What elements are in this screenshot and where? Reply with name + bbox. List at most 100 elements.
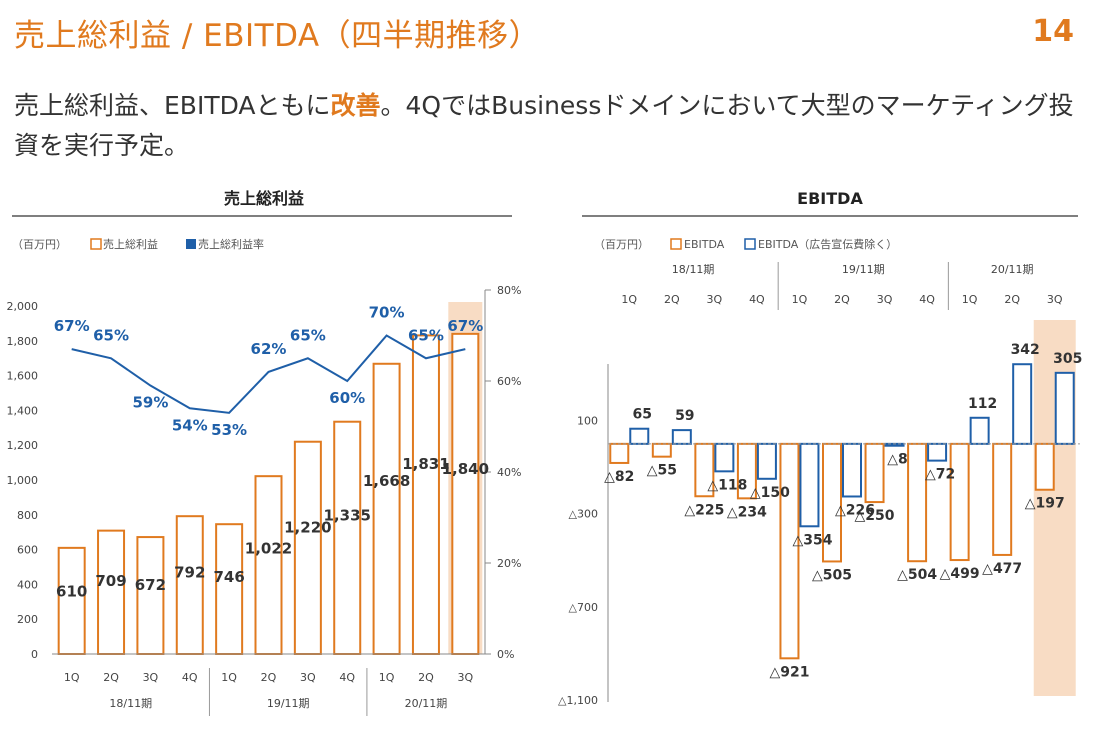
line-gross-margin: [71, 334, 466, 414]
line-data-label: 60%: [329, 389, 365, 407]
y-tick-label: 1,400: [7, 404, 39, 417]
bar-ebitda-adj: [842, 442, 862, 498]
bar-data-label: 1,840: [442, 460, 489, 478]
bar-gross-profit: [411, 334, 440, 655]
bar-data-label-ebitda: △499: [940, 566, 980, 582]
bar-ebitda-adj: [969, 416, 990, 445]
bar-data-label-ebitda: △477: [982, 561, 1022, 577]
lead-text-start: 売上総利益、EBITDAともに: [14, 91, 331, 120]
x-tick-label: 2Q: [1004, 293, 1020, 306]
bar-ebitda-adj: [756, 442, 777, 480]
page-title: 売上総利益 / EBITDA（四半期推移）: [14, 18, 541, 54]
y-tick-label: △1,100: [558, 694, 598, 707]
legend-marker-bar: [90, 238, 102, 250]
bar-data-label-ebitda: △197: [1025, 496, 1065, 512]
bar-data-label: 1,668: [363, 472, 410, 490]
x-tick-label: 2Q: [834, 293, 850, 306]
bar-gross-profit: [372, 362, 401, 655]
bar-gross-profit: [293, 440, 322, 655]
bar-data-label-ebitda-adj: △150: [750, 485, 790, 501]
line-data-label: 65%: [290, 326, 326, 344]
line-data-label: 62%: [251, 340, 287, 358]
x-tick-label: 3Q: [707, 293, 723, 306]
x-tick-label: 3Q: [877, 293, 893, 306]
line-data-label: 65%: [408, 326, 444, 344]
lead-text-end: 。4QではBusinessドメインにおいて大型のマーケティング投資を実行予定。: [14, 91, 1074, 160]
year-label: 19/11期: [267, 697, 310, 710]
y-tick-label: 1,200: [7, 439, 39, 452]
x-tick-label: 4Q: [182, 671, 198, 684]
bar-ebitda: [609, 442, 630, 464]
bar-data-label-ebitda-adj: △118: [707, 477, 747, 493]
x-tick-label: 2Q: [664, 293, 680, 306]
y-tick-label: 1,800: [7, 335, 39, 348]
bar-ebitda: [949, 442, 970, 562]
line-data-label: 70%: [369, 304, 405, 322]
bar-ebitda: [736, 442, 757, 500]
bar-data-label-ebitda-adj: △72: [925, 467, 955, 483]
bar-data-label: 746: [213, 568, 244, 586]
unit-label: （百万円）: [12, 238, 67, 251]
x-tick-label: 2Q: [418, 671, 434, 684]
y2-tick-label: 60%: [497, 375, 521, 388]
x-tick-label: 3Q: [1047, 293, 1063, 306]
bar-ebitda: [651, 442, 672, 458]
x-tick-label: 2Q: [261, 671, 277, 684]
line-data-label: 65%: [93, 326, 129, 344]
x-tick-label: 1Q: [221, 671, 237, 684]
legend-label: 売上総利益率: [198, 237, 264, 251]
line-data-label: 67%: [447, 317, 483, 335]
bar-gross-profit: [333, 420, 362, 655]
bar-gross-profit: [57, 546, 86, 655]
y2-tick-label: 40%: [497, 466, 521, 479]
x-tick-label: 1Q: [792, 293, 808, 306]
bar-ebitda: [1034, 442, 1055, 491]
legend-marker-ebitda: [670, 238, 682, 250]
bar-ebitda-adj: [799, 442, 820, 528]
bar-ebitda-adj: [714, 442, 735, 473]
legend-label: EBITDA: [684, 238, 725, 251]
y-tick-label: △300: [569, 508, 598, 521]
year-label: 20/11期: [405, 697, 448, 710]
x-tick-label: 4Q: [749, 293, 765, 306]
bar-data-label-ebitda-adj: 112: [968, 396, 997, 412]
bar-data-label-ebitda-adj: △226: [835, 502, 875, 518]
chart-title: 売上総利益: [224, 189, 304, 208]
bar-data-label: 1,220: [284, 519, 331, 537]
x-tick-label: 3Q: [457, 671, 473, 684]
bar-data-label-ebitda-adj: 342: [1011, 342, 1040, 358]
bar-data-label-ebitda-adj: △354: [792, 532, 832, 548]
bar-gross-profit: [97, 529, 126, 655]
x-tick-label: 4Q: [339, 671, 355, 684]
x-tick-label: 2Q: [103, 671, 119, 684]
y2-tick-label: 20%: [497, 557, 521, 570]
x-tick-label: 4Q: [919, 293, 935, 306]
bar-ebitda: [822, 442, 842, 563]
x-tick-label: 1Q: [962, 293, 978, 306]
bar-ebitda: [907, 442, 928, 563]
bar-ebitda: [992, 442, 1013, 556]
legend-marker-ebitda-adj: [744, 238, 756, 250]
bar-data-label-ebitda: △921: [769, 664, 809, 680]
bar-data-label: 672: [135, 576, 166, 594]
bar-ebitda: [864, 442, 885, 504]
bar-data-label-ebitda-adj: 305: [1053, 351, 1082, 367]
year-label: 20/11期: [991, 263, 1034, 276]
y2-tick-label: 80%: [497, 284, 521, 297]
bar-ebitda-adj: [927, 442, 948, 462]
bar-data-label-ebitda: △225: [684, 502, 724, 518]
x-tick-label: 1Q: [379, 671, 395, 684]
bar-data-label-ebitda: △234: [727, 504, 767, 520]
y-tick-label: 600: [17, 544, 38, 557]
x-tick-label: 3Q: [143, 671, 159, 684]
bar-data-label-ebitda: △82: [604, 469, 634, 485]
bar-data-label-ebitda-adj: 65: [633, 407, 652, 423]
bar-ebitda-adj: [1054, 371, 1075, 445]
x-tick-label: 1Q: [64, 671, 80, 684]
page-number: 14: [1032, 14, 1074, 49]
line-data-label: 53%: [211, 421, 247, 439]
bar-data-label-ebitda: △55: [647, 463, 677, 479]
bar-data-label-ebitda: △250: [855, 508, 895, 524]
